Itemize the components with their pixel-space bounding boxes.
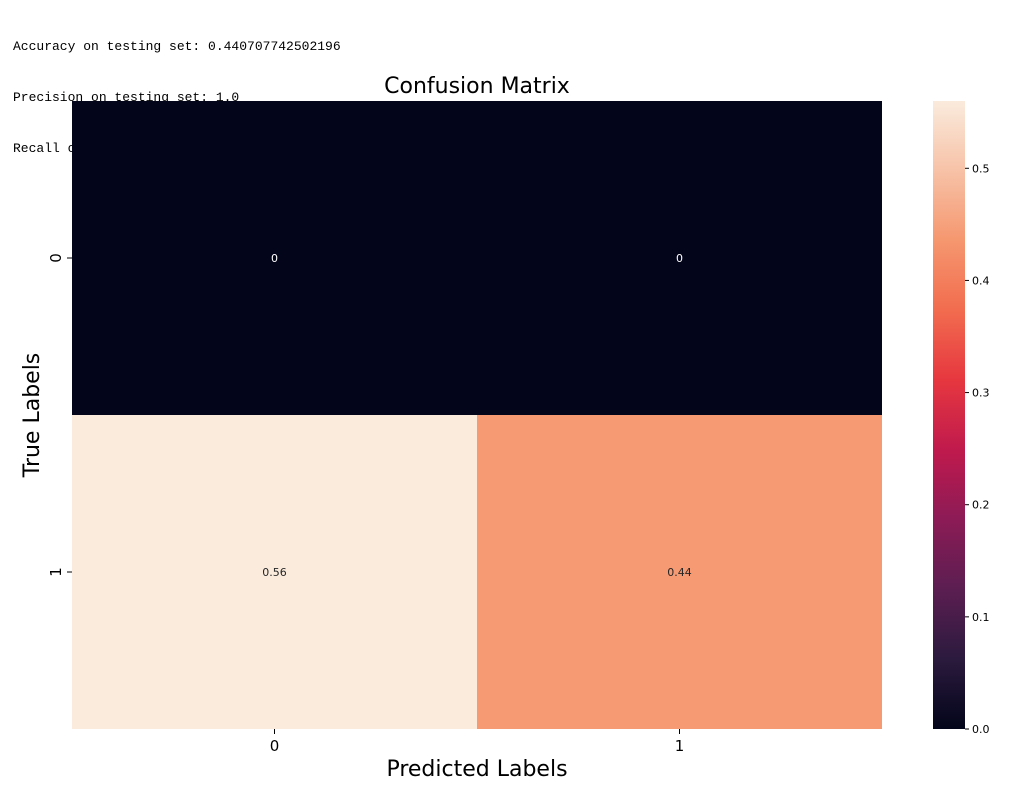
colorbar-tick-label-2: 0.2	[972, 499, 990, 512]
x-axis-label: Predicted Labels	[386, 757, 567, 782]
accuracy-line: Accuracy on testing set: 0.4407077425021…	[13, 39, 341, 54]
colorbar-tick-label-3: 0.3	[972, 387, 990, 400]
heatmap-cell-1-0	[72, 415, 477, 729]
cell-value-label-1-0: 0.56	[262, 566, 287, 579]
colorbar	[933, 101, 965, 729]
heatmap-cell-0-1	[477, 101, 882, 415]
colorbar-ticks: 0.0 0.1 0.2 0.3 0.4 0.5	[965, 162, 990, 736]
cell-value-label-0-0: 0	[271, 252, 278, 265]
heatmap-cells	[72, 101, 882, 729]
heatmap-cell-labels: 0 0 0.56 0.44	[262, 252, 692, 579]
y-ticks: 01	[47, 253, 72, 577]
chart-title: Confusion Matrix	[384, 74, 570, 99]
cell-value-label-0-1: 0	[676, 252, 683, 265]
colorbar-tick-label-1: 0.1	[972, 611, 990, 624]
cell-value-label-1-1: 0.44	[667, 566, 692, 579]
heatmap-cell-1-1	[477, 415, 882, 729]
x-tick-label-0: 0	[270, 737, 280, 755]
y-tick-label-0: 0	[47, 253, 65, 263]
y-axis-label: True Labels	[20, 353, 45, 479]
heatmap-cell-0-0	[72, 101, 477, 415]
x-tick-label-1: 1	[675, 737, 685, 755]
colorbar-tick-label-0: 0.0	[972, 723, 990, 736]
colorbar-tick-label-5: 0.5	[972, 162, 990, 175]
y-tick-label-1: 1	[47, 567, 65, 577]
colorbar-tick-label-4: 0.4	[972, 274, 990, 287]
